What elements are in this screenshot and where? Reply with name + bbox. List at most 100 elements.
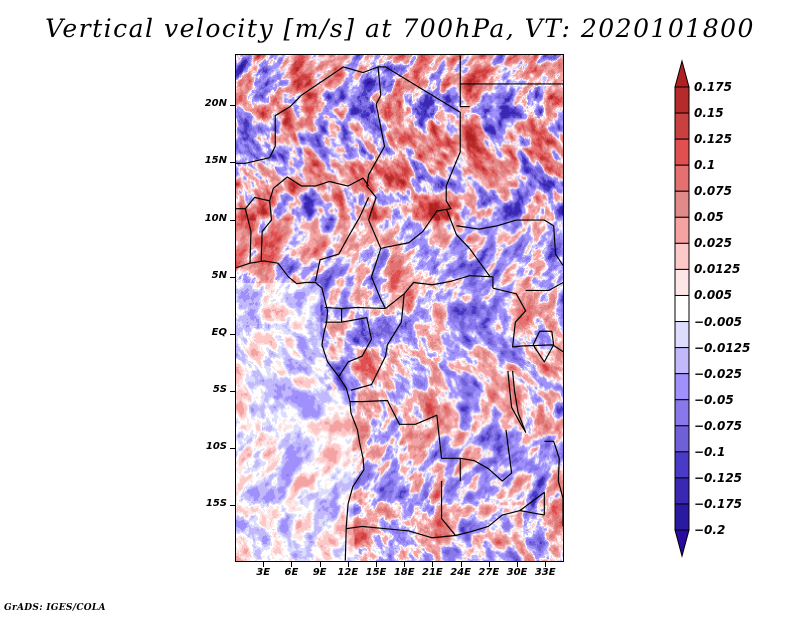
border-benin-togo	[244, 196, 273, 264]
x-tick-mark	[460, 562, 462, 567]
y-tick-label: 5S	[212, 383, 227, 395]
x-tick-mark	[545, 562, 547, 567]
grads-credit: GrADS: IGES/COLA	[4, 603, 106, 613]
y-tick-label: 20N	[204, 98, 227, 110]
x-tick-mark	[347, 562, 349, 567]
border-car-south	[385, 275, 494, 310]
border-zambia-zimbabwe	[469, 509, 545, 533]
y-tick-label: EQ	[211, 326, 227, 338]
colorbar-bin	[674, 138, 690, 166]
colorbar-label: 0.15	[694, 106, 724, 121]
y-tick-mark	[230, 219, 235, 221]
x-tick-label: 21E	[422, 567, 443, 578]
colorbar-bin	[674, 216, 690, 244]
colorbar-label: −0.0125	[694, 340, 751, 355]
colorbar-bin	[674, 503, 690, 531]
colorbar-label: 0.1	[694, 158, 716, 173]
colorbar-bin	[674, 399, 690, 427]
colorbar-arrow-top	[674, 59, 690, 88]
border-malawi	[544, 440, 563, 527]
x-tick-label: 6E	[284, 567, 299, 578]
colorbar-bin	[674, 164, 690, 192]
x-tick-label: 33E	[534, 567, 556, 578]
colorbar	[674, 59, 690, 558]
border-angola-namibia	[346, 525, 470, 539]
y-tick-mark	[230, 447, 235, 449]
border-drc-zambia	[460, 429, 513, 482]
colorbar-label: −0.1	[694, 444, 726, 459]
border-niger-nigeria	[269, 176, 370, 201]
x-tick-mark	[488, 562, 490, 567]
x-tick-mark	[291, 562, 293, 567]
border-chad-east	[380, 66, 461, 250]
y-tick-label: 15N	[204, 155, 227, 167]
colorbar-label: −0.05	[694, 392, 734, 407]
colorbar-label: 0.005	[694, 288, 732, 303]
border-cameroon-congo	[341, 306, 386, 310]
chart-title: Vertical velocity [m/s] at 700hPa, VT: 2…	[45, 14, 755, 43]
vertical-velocity-field	[236, 55, 563, 561]
colorbar-bin	[674, 373, 690, 401]
colorbar-label: 0.125	[694, 132, 732, 147]
border-southsudan-ethiopia	[553, 225, 563, 266]
x-tick-label: 9E	[312, 567, 327, 578]
y-tick-label: 10S	[205, 440, 227, 452]
colorbar-label: −0.025	[694, 366, 743, 381]
colorbar-label: −0.2	[694, 523, 726, 538]
colorbar-bin	[674, 190, 690, 218]
border-mozambique	[519, 491, 545, 516]
border-tanzania-north	[512, 344, 563, 353]
border-libya-egypt	[459, 55, 470, 108]
colorbar-bin	[674, 347, 690, 375]
colorbar-label: 0.0125	[694, 262, 741, 277]
border-drc-angola	[349, 399, 461, 482]
y-tick-label: 15S	[205, 497, 227, 509]
border-southsudan-sudan	[456, 219, 554, 230]
colorbar-bin	[674, 477, 690, 505]
border-equatorial-gabon	[324, 306, 343, 323]
x-tick-label: 18E	[393, 567, 415, 578]
border-car-sudan	[445, 208, 491, 278]
y-tick-mark	[230, 276, 235, 278]
x-tick-label: 3E	[256, 567, 271, 578]
colorbar-label: 0.075	[694, 184, 732, 199]
x-tick-label: 27E	[478, 567, 500, 578]
y-tick-mark	[230, 162, 235, 164]
border-chad-west	[366, 66, 386, 221]
map-panel	[235, 54, 564, 562]
y-tick-mark	[230, 105, 235, 107]
y-tick-label: 10N	[204, 212, 227, 224]
border-angola-zambia	[440, 481, 457, 536]
y-tick-mark	[230, 333, 235, 335]
border-congo-drc	[350, 293, 405, 391]
colorbar-bin	[674, 242, 690, 270]
colorbar-bin	[674, 321, 690, 349]
y-tick-mark	[230, 504, 235, 506]
border-nigeria-cameroon	[314, 197, 370, 282]
border-drc-uganda	[492, 287, 527, 348]
colorbar-label: −0.125	[694, 470, 743, 485]
x-tick-mark	[432, 562, 434, 567]
colorbar-label: −0.175	[694, 496, 743, 511]
y-tick-label: 5N	[211, 269, 227, 281]
colorbar-bin	[674, 425, 690, 453]
border-lake-tanganyika	[507, 370, 527, 433]
border-niger-north	[236, 66, 386, 164]
border-gabon-congo	[338, 317, 373, 377]
colorbar-arrow-bottom	[674, 529, 690, 558]
x-tick-mark	[263, 562, 265, 567]
border-kenya-uganda	[525, 281, 563, 292]
colorbar-bin	[674, 112, 690, 140]
coastline-west-africa	[236, 260, 365, 561]
x-tick-mark	[404, 562, 406, 567]
colorbar-bin	[674, 451, 690, 479]
x-tick-mark	[517, 562, 518, 567]
border-lake-victoria	[532, 330, 555, 363]
colorbar-label: 0.025	[694, 236, 732, 251]
colorbar-label: 0.175	[694, 80, 732, 94]
y-tick-mark	[230, 390, 235, 392]
country-borders	[236, 55, 563, 561]
colorbar-label: −0.005	[694, 314, 743, 329]
colorbar-bin	[674, 86, 690, 114]
x-tick-label: 15E	[365, 567, 387, 578]
